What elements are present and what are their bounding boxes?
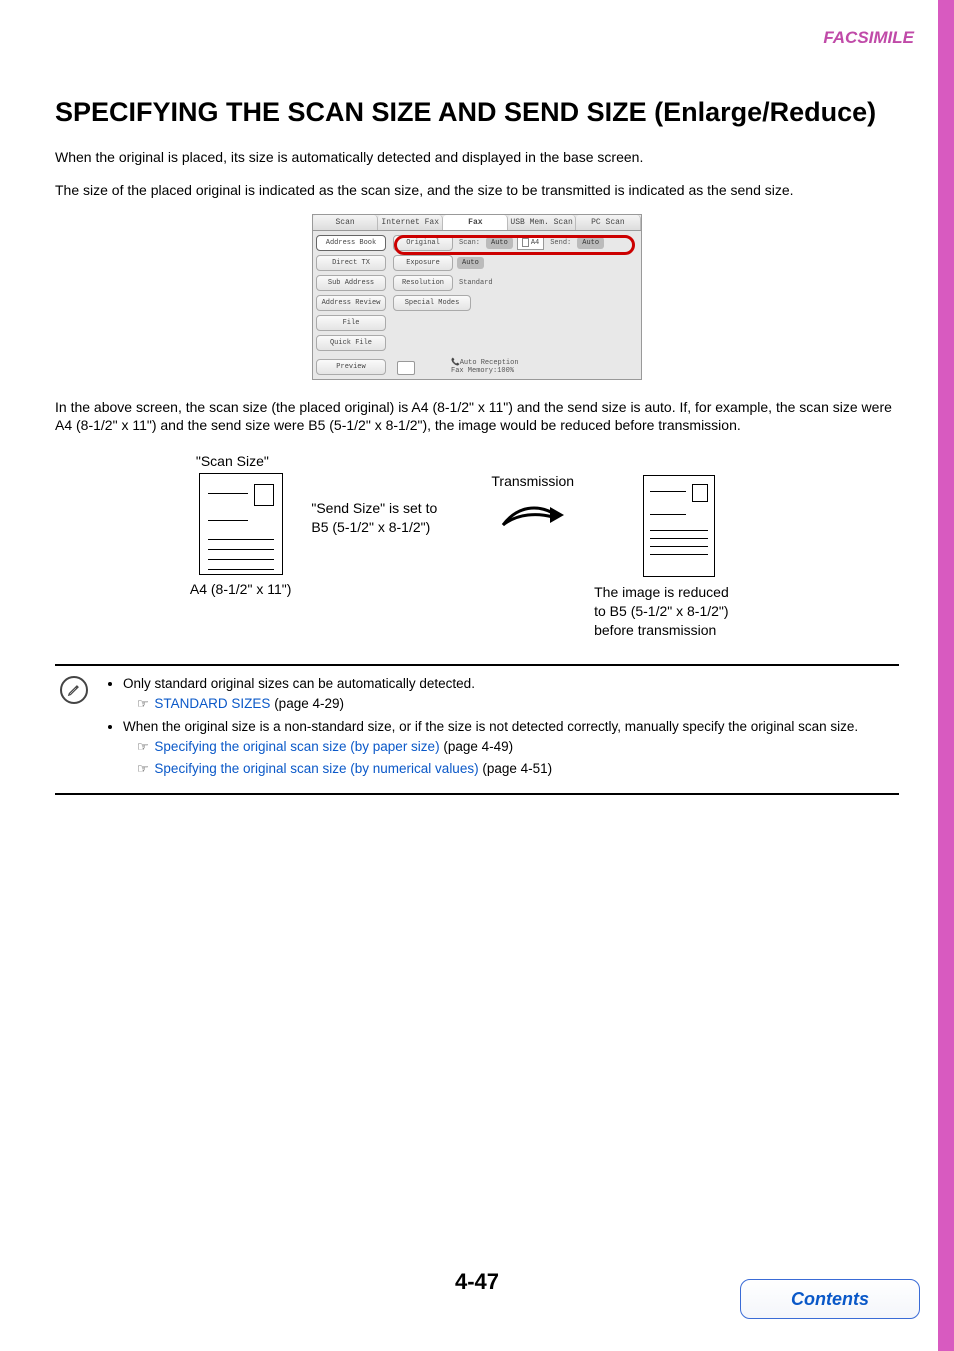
diagram-a4-caption: A4 (8-1/2" x 11") (190, 581, 292, 597)
tab-pc-scan[interactable]: PC Scan (576, 215, 641, 230)
side-address-book[interactable]: Address Book (316, 235, 386, 251)
diagram-result-l3: before transmission (594, 621, 764, 640)
row-resolution: Resolution Standard (393, 275, 637, 291)
diagram-sendsize-l1: "Send Size" is set to (311, 499, 471, 517)
diagram-result-l2: to B5 (5-1/2" x 8-1/2") (594, 602, 764, 621)
right-accent-stripe (938, 0, 954, 1351)
note-bullet-2: When the original size is a non-standard… (123, 717, 899, 778)
btn-resolution[interactable]: Resolution (393, 275, 453, 291)
note-box: Only standard original sizes can be auto… (55, 664, 899, 795)
tab-internet-fax[interactable]: Internet Fax (378, 215, 443, 230)
reduce-diagram: "Scan Size" A4 (8-1/2" x 11") (55, 453, 899, 640)
section-header: FACSIMILE (0, 28, 954, 48)
intro-paragraph-2: The size of the placed original is indic… (55, 181, 899, 200)
link-standard-sizes[interactable]: STANDARD SIZES (154, 696, 270, 711)
scan-paper-size-value: A4 (531, 239, 539, 247)
link-standard-sizes-suffix: (page 4-29) (270, 696, 344, 711)
status-memory: Fax Memory:100% (451, 367, 519, 375)
link-scan-size-paper[interactable]: Specifying the original scan size (by pa… (154, 739, 439, 754)
device-screen-mock: Scan Internet Fax Fax USB Mem. Scan PC S… (312, 214, 642, 380)
side-sub-address[interactable]: Sub Address (316, 275, 386, 291)
side-button-column: Address Book Direct TX Sub Address Addre… (313, 231, 389, 379)
note-bullet-1: Only standard original sizes can be auto… (123, 674, 899, 713)
label-scan: Scan: (457, 239, 482, 247)
diagram-b5-page (643, 475, 715, 577)
link-scan-size-numerical[interactable]: Specifying the original scan size (by nu… (154, 761, 478, 776)
btn-special-modes[interactable]: Special Modes (393, 295, 471, 311)
note-bullet-2-text: When the original size is a non-standard… (123, 719, 858, 734)
label-resolution-value: Standard (457, 279, 495, 287)
diagram-scan-size-label: "Scan Size" (196, 453, 269, 469)
side-preview[interactable]: Preview (316, 359, 386, 375)
note-pencil-icon (60, 676, 88, 704)
label-send: Send: (548, 239, 573, 247)
pointer-icon: ☞ (137, 761, 149, 776)
link-scan-size-paper-suffix: (page 4-49) (440, 739, 514, 754)
side-file[interactable]: File (316, 315, 386, 331)
tab-usb-mem-scan[interactable]: USB Mem. Scan (508, 215, 575, 230)
diagram-result-text: The image is reduced to B5 (5-1/2" x 8-1… (594, 583, 764, 640)
status-reception: Auto Reception (460, 359, 519, 367)
diagram-a4-page (199, 473, 283, 575)
row-special-modes: Special Modes (393, 295, 637, 311)
tab-scan[interactable]: Scan (313, 215, 378, 230)
side-direct-tx[interactable]: Direct TX (316, 255, 386, 271)
settings-column: Original Scan: Auto A4 Send: Auto Exposu… (389, 231, 641, 379)
side-quick-file[interactable]: Quick File (316, 335, 386, 351)
side-address-review[interactable]: Address Review (316, 295, 386, 311)
contents-button[interactable]: Contents (740, 1279, 920, 1319)
row-exposure: Exposure Auto (393, 255, 637, 271)
diagram-sendsize-l2: B5 (5-1/2" x 8-1/2") (311, 518, 471, 536)
tab-fax[interactable]: Fax (443, 215, 508, 230)
preview-thumb-icon (397, 361, 415, 375)
link-scan-size-numerical-suffix: (page 4-51) (479, 761, 553, 776)
chip-scan-auto: Auto (486, 237, 513, 249)
diagram-transmission-label: Transmission (491, 473, 574, 489)
pointer-icon: ☞ (137, 696, 149, 711)
status-lines: 📞Auto Reception Fax Memory:100% (451, 358, 519, 375)
intro-paragraph-1: When the original is placed, its size is… (55, 148, 899, 167)
btn-original[interactable]: Original (393, 235, 453, 251)
btn-exposure[interactable]: Exposure (393, 255, 453, 271)
arrow-swoosh-icon (498, 495, 568, 535)
diagram-result-l1: The image is reduced (594, 583, 764, 602)
scan-paper-size: A4 (517, 235, 544, 250)
row-original: Original Scan: Auto A4 Send: Auto (393, 235, 637, 251)
chip-send-auto: Auto (577, 237, 604, 249)
after-screen-paragraph: In the above screen, the scan size (the … (55, 398, 899, 436)
mode-tabs: Scan Internet Fax Fax USB Mem. Scan PC S… (313, 215, 641, 231)
page-title: SPECIFYING THE SCAN SIZE AND SEND SIZE (… (55, 96, 899, 130)
chip-exposure-value: Auto (457, 257, 484, 269)
pointer-icon: ☞ (137, 739, 149, 754)
note-bullet-1-text: Only standard original sizes can be auto… (123, 676, 475, 691)
diagram-sendsize-text: "Send Size" is set to B5 (5-1/2" x 8-1/2… (311, 453, 471, 535)
